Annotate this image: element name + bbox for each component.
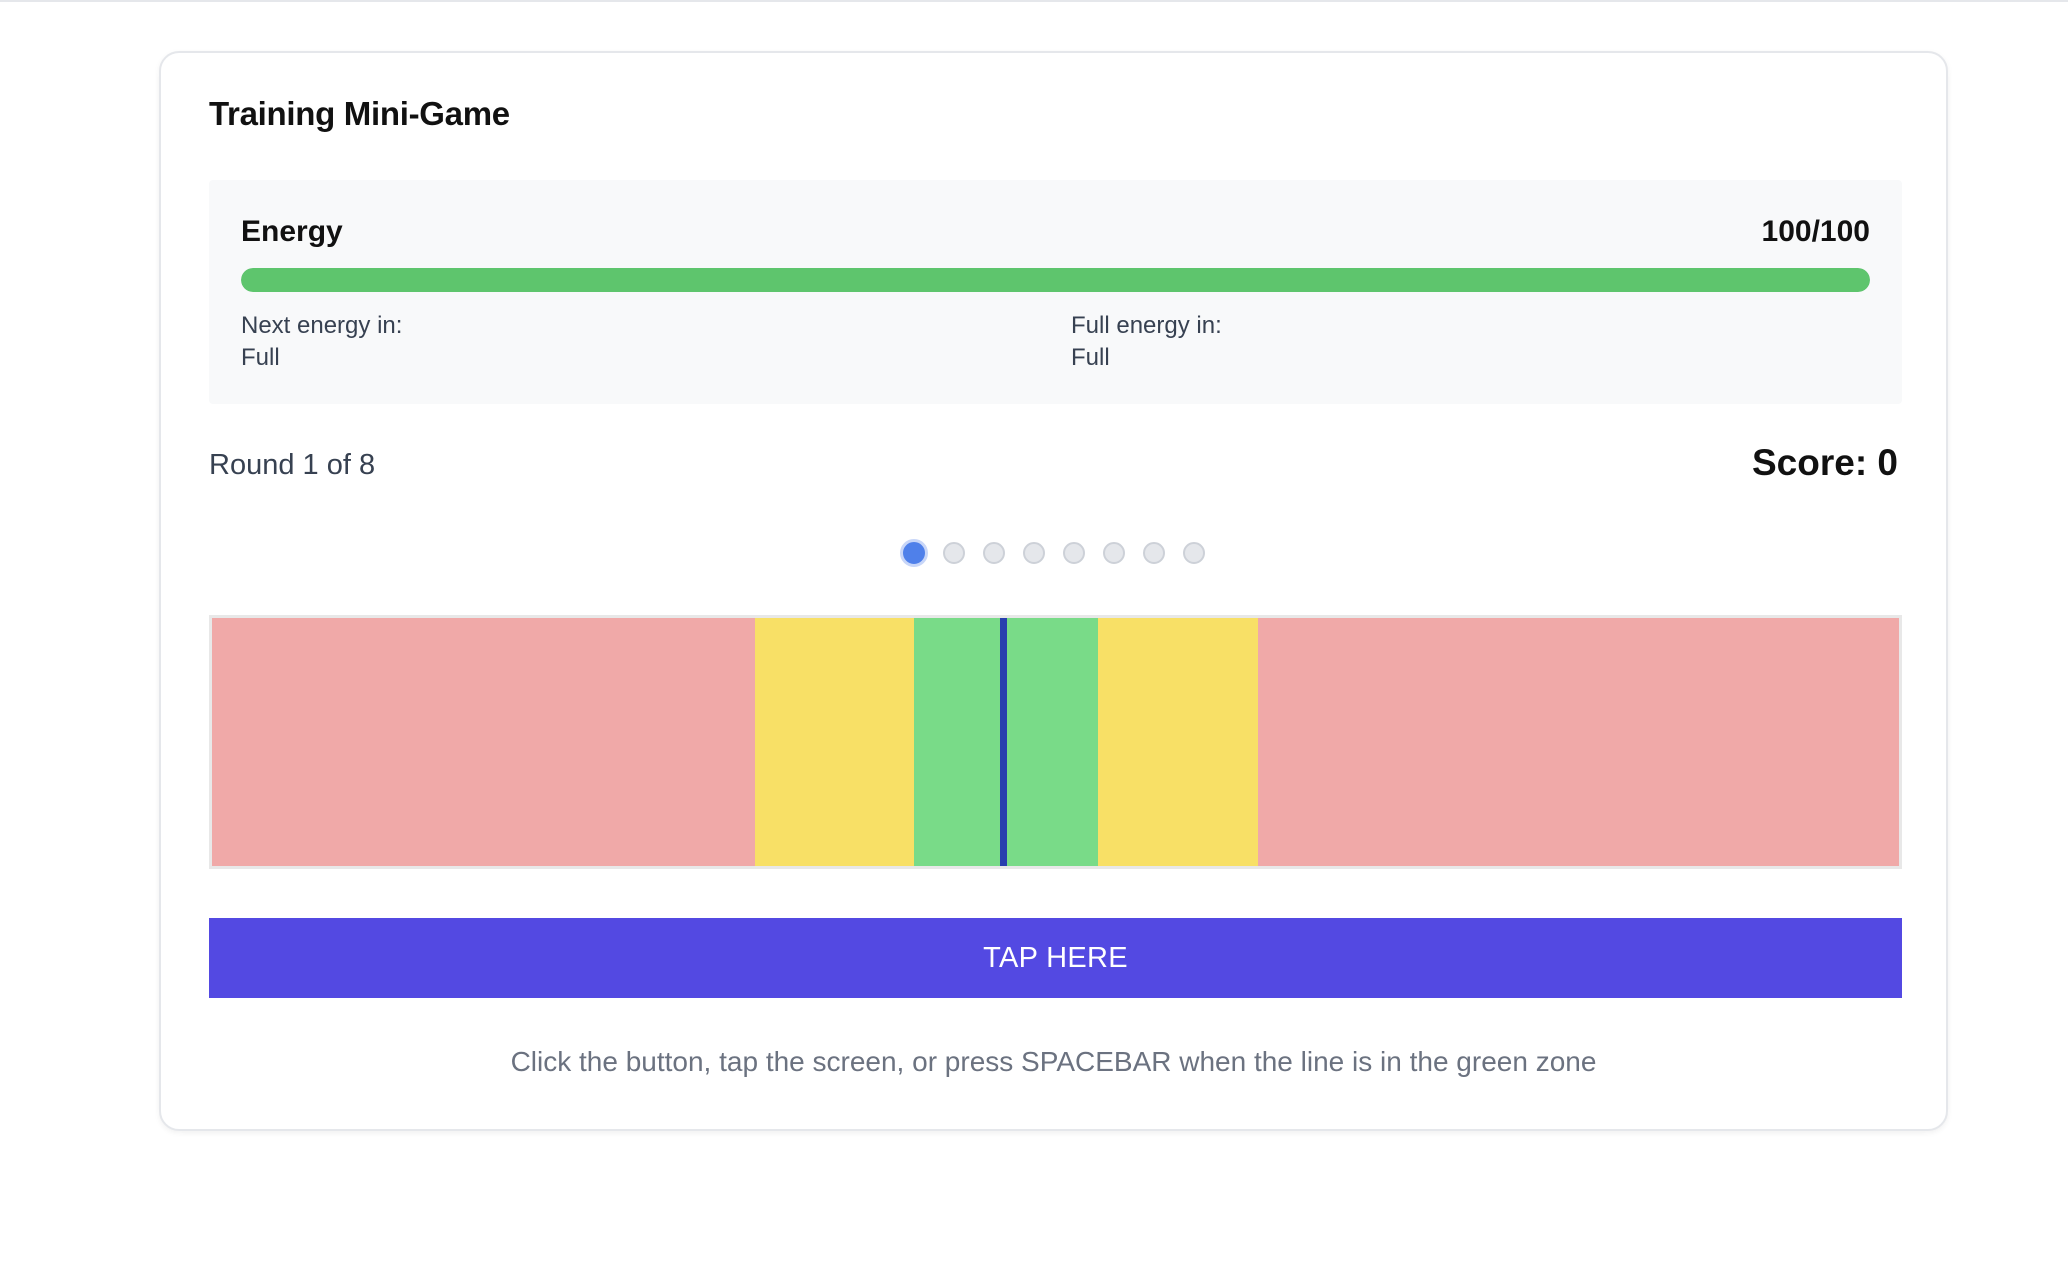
meter-zone-yellow-left: [755, 618, 914, 866]
timing-meter[interactable]: [209, 615, 1902, 869]
energy-progress-bar: [241, 268, 1870, 292]
round-dot: [1102, 542, 1125, 564]
round-dot: [982, 542, 1005, 564]
page-top-divider: [0, 0, 2068, 2]
round-dot-active: [899, 539, 928, 567]
round-indicator: Round 1 of 8: [209, 449, 376, 481]
energy-label: Energy: [241, 215, 343, 248]
round-dot: [1062, 542, 1085, 564]
score-display: Score: 0: [1751, 442, 1898, 483]
next-energy-label: Next energy in:: [241, 312, 403, 339]
full-energy-timer: Full energy in: Full: [1071, 310, 1222, 374]
full-energy-label: Full energy in:: [1071, 312, 1222, 339]
meter-zone-yellow-right: [1097, 618, 1258, 866]
round-progress-dots: [161, 539, 1946, 569]
next-energy-timer: Next energy in: Full: [241, 310, 402, 374]
round-dot: [1182, 542, 1205, 564]
energy-panel: Energy 100/100 Next energy in: Full Full…: [209, 180, 1902, 404]
energy-value: 100/100: [1761, 215, 1870, 248]
tap-here-button[interactable]: TAP HERE: [209, 918, 1902, 998]
game-title: Training Mini-Game: [209, 95, 510, 132]
instructions-hint: Click the button, tap the screen, or pre…: [510, 1046, 1597, 1077]
round-dot: [1142, 542, 1165, 564]
round-dot: [942, 542, 965, 564]
energy-progress-fill: [241, 268, 1870, 292]
full-energy-value: Full: [1071, 344, 1110, 371]
round-dot: [1022, 542, 1045, 564]
mini-game-card: Training Mini-Game Energy 100/100 Next e…: [159, 51, 1948, 1131]
meter-indicator-line: [1000, 618, 1008, 866]
next-energy-value: Full: [241, 344, 280, 371]
